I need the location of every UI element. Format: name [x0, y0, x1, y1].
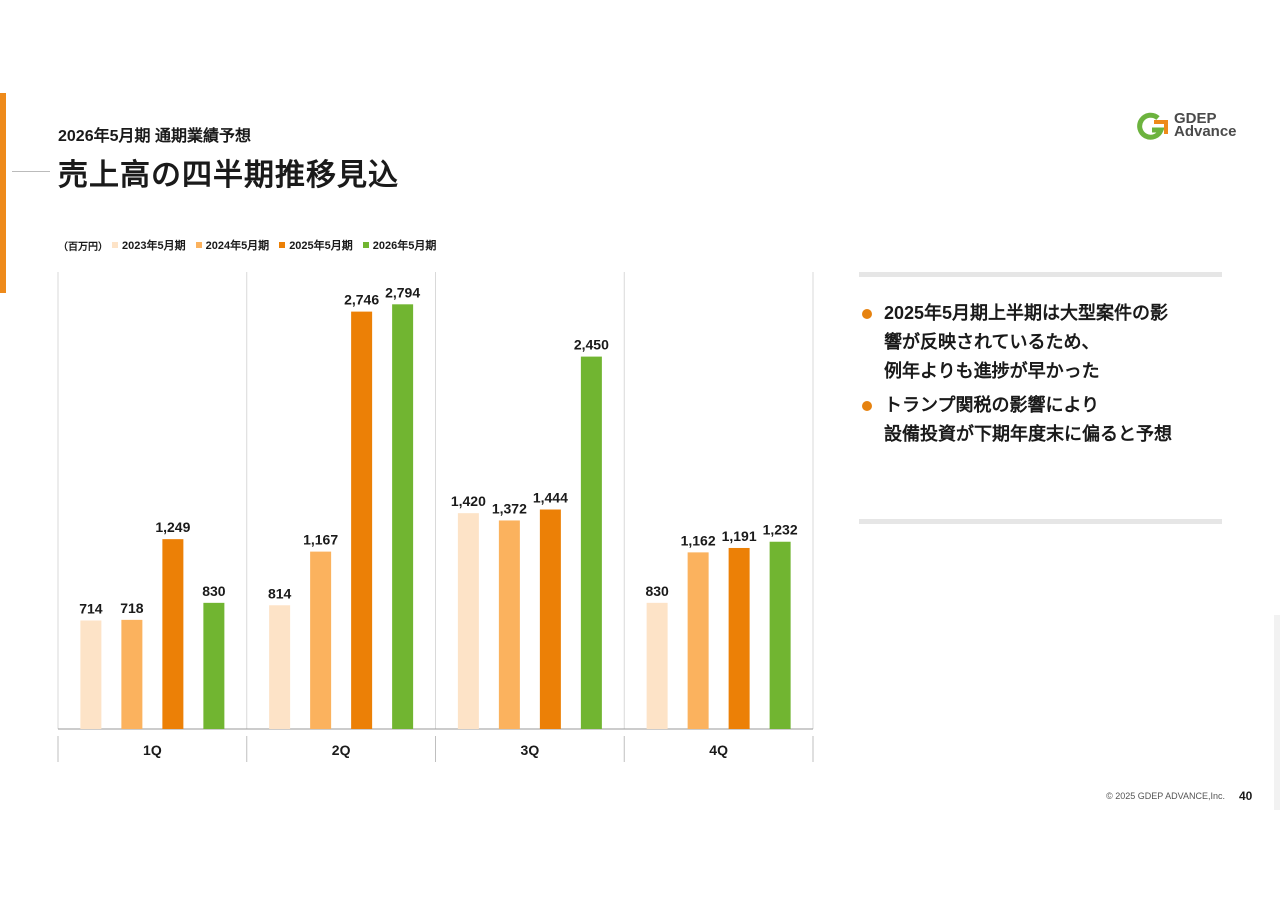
bar — [121, 619, 143, 729]
bar — [646, 602, 668, 729]
data-label: 1,420 — [451, 493, 486, 509]
data-label: 718 — [120, 600, 144, 616]
data-label: 1,372 — [492, 500, 527, 516]
panel-bottom-rule — [859, 519, 1222, 524]
bar — [769, 541, 791, 729]
quarterly-sales-chart: 714 718 1,249 830 1Q 814 1,167 2,746 2,794 2Q 1,42… — [57, 272, 814, 762]
bar — [539, 509, 561, 729]
logo-text-line1: GDEP — [1174, 110, 1217, 127]
legend-swatch — [279, 242, 286, 248]
logo-text-line2: Advance — [1174, 123, 1237, 140]
legend-item: 2024年5月期 — [195, 237, 270, 253]
data-label: 1,249 — [155, 519, 190, 535]
legend-item: 2025年5月期 — [279, 237, 353, 253]
logo-mark-icon — [1137, 112, 1168, 140]
panel-top-rule — [859, 272, 1222, 277]
notes-panel: 2025年5月期上半期は大型案件の影 響が反映されているため、 例年よりも進捗が… — [862, 299, 1232, 454]
page-number: 40 — [1239, 789, 1253, 803]
legend-label: 2023年5月期 — [122, 240, 186, 252]
legend-item: 2023年5月期 — [112, 237, 186, 253]
legend-label: 2024年5月期 — [205, 240, 270, 252]
bar — [269, 605, 291, 729]
data-label: 1,444 — [533, 490, 568, 506]
data-label: 830 — [202, 583, 226, 599]
bar — [392, 304, 414, 729]
bar — [687, 552, 709, 729]
bar — [351, 311, 373, 729]
data-label: 2,794 — [385, 284, 420, 300]
title-rule — [12, 171, 50, 172]
chart-legend: （百万円） 2023年5月期 2024年5月期 2025年5月期 2026年5月… — [58, 237, 446, 253]
data-label: 2,746 — [344, 292, 379, 308]
data-label: 714 — [79, 600, 103, 616]
legend-swatch — [112, 242, 118, 248]
data-label: 1,191 — [722, 528, 757, 544]
bar — [310, 551, 332, 729]
bar — [498, 520, 520, 729]
legend-label: 2025年5月期 — [289, 240, 353, 252]
category-label: 3Q — [521, 742, 540, 758]
page-subtitle: 2026年5月期 通期業績予想 — [58, 128, 251, 145]
page-title: 売上高の四半期推移見込 — [58, 159, 399, 192]
legend-item: 2026年5月期 — [362, 237, 437, 253]
company-logo: GDEP Advance — [1136, 110, 1261, 142]
copyright: © 2025 GDEP ADVANCE,Inc. — [1106, 791, 1225, 801]
data-label: 830 — [645, 583, 669, 599]
data-label: 1,162 — [681, 532, 716, 548]
data-label: 2,450 — [574, 337, 609, 353]
legend-swatch — [195, 242, 202, 248]
bar — [162, 539, 184, 729]
note-text: 2025年5月期上半期は大型案件の影 響が反映されているため、 例年よりも進捗が… — [884, 303, 1169, 381]
legend-label: 2026年5月期 — [372, 240, 437, 252]
note-text: トランプ関税の影響により 設備投資が下期年度末に偏ると予想 — [884, 395, 1172, 444]
data-label: 1,167 — [303, 532, 338, 548]
category-label: 1Q — [143, 742, 162, 758]
category-label: 4Q — [709, 742, 728, 758]
data-label: 814 — [268, 585, 292, 601]
legend-swatch — [362, 242, 369, 248]
note-item: トランプ関税の影響により 設備投資が下期年度末に偏ると予想 — [862, 391, 1232, 449]
bar — [80, 620, 102, 729]
unit-label: （百万円） — [58, 241, 108, 253]
bullet-dot-icon — [862, 309, 872, 319]
accent-bar — [0, 93, 6, 293]
bar — [457, 513, 479, 729]
category-label: 2Q — [332, 742, 351, 758]
edge-decoration — [1274, 615, 1280, 810]
bullet-dot-icon — [862, 401, 872, 411]
bar — [203, 602, 225, 729]
note-item: 2025年5月期上半期は大型案件の影 響が反映されているため、 例年よりも進捗が… — [862, 299, 1232, 386]
bar — [728, 547, 750, 729]
bar — [580, 356, 602, 729]
data-label: 1,232 — [763, 522, 798, 538]
